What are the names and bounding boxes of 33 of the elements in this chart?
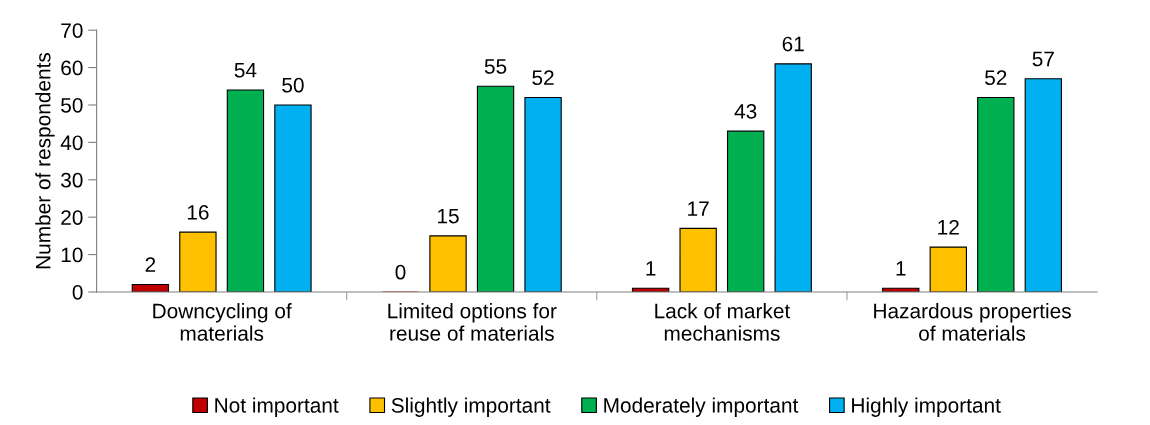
data-label: 12	[938, 219, 959, 235]
data-label: 61	[782, 36, 804, 52]
legend-label: Highly important	[852, 397, 1001, 417]
x-tick-label: Limited options for reuse of materials	[388, 303, 557, 341]
data-label: 17	[688, 201, 709, 216]
legend-label: Moderately important	[604, 397, 799, 417]
data-label: 15	[438, 208, 459, 224]
y-tick-label: 50	[61, 97, 83, 113]
y-tick-label: 0	[72, 284, 83, 300]
data-label: 55	[484, 59, 507, 74]
data-label: 52	[985, 70, 1007, 86]
data-label: 50	[282, 77, 304, 93]
legend-label: Slightly important	[391, 397, 551, 417]
data-label: 52	[532, 70, 554, 86]
data-label: 57	[1032, 51, 1054, 67]
data-label: 43	[734, 103, 757, 119]
y-tick-label: 60	[61, 60, 83, 76]
y-tick-label: 40	[60, 135, 83, 151]
y-tick-label: 70	[61, 23, 83, 38]
y-tick-label: 30	[61, 172, 83, 188]
data-label: 1	[896, 261, 906, 276]
data-label: 54	[234, 63, 257, 78]
x-tick-label: Hazardous properties of materials	[874, 303, 1071, 341]
y-axis-title: Number of respondents	[35, 52, 55, 269]
legend-label: Not important	[215, 397, 339, 417]
data-label: 2	[145, 257, 156, 272]
y-tick-label: 10	[61, 247, 83, 263]
x-tick-label: Downcycling of materials	[153, 303, 292, 341]
y-tick-label: 20	[61, 210, 83, 225]
data-label: 1	[646, 261, 656, 276]
data-label: 16	[187, 204, 209, 220]
data-label: 0	[395, 264, 406, 280]
x-tick-label: Lack of market mechanisms	[655, 303, 791, 341]
